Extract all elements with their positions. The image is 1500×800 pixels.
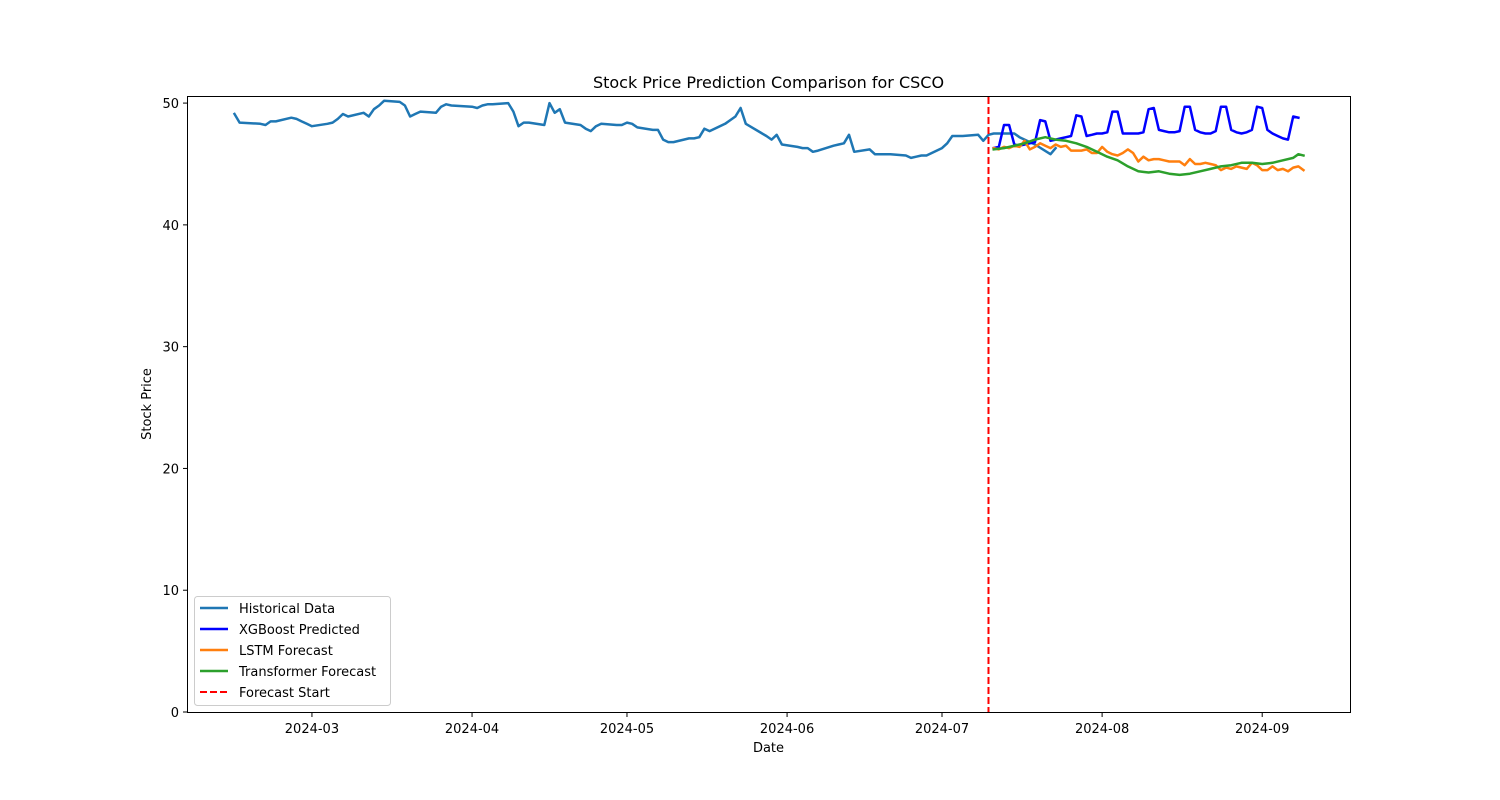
x-tick-label: 2024-08 bbox=[1075, 722, 1129, 737]
legend-label: Forecast Start bbox=[239, 686, 330, 701]
legend-label: Transformer Forecast bbox=[238, 665, 376, 680]
plot-frame bbox=[187, 96, 1351, 713]
plot-lines bbox=[232, 99, 1306, 177]
chart-title: Stock Price Prediction Comparison for CS… bbox=[593, 73, 944, 92]
legend-frame bbox=[194, 596, 391, 706]
legend-label: LSTM Forecast bbox=[239, 644, 333, 659]
legend: Historical Data XGBoost Predicted LSTM For… bbox=[194, 596, 391, 706]
y-tick-label: 30 bbox=[162, 341, 179, 356]
x-tick-label: 2024-07 bbox=[915, 722, 969, 737]
x-axis: 2024-03 2024-04 2024-05 2024-06 2024-07 2024-… bbox=[285, 712, 1289, 737]
x-tick-label: 2024-09 bbox=[1235, 722, 1289, 737]
y-axis: 0 10 20 30 40 50 bbox=[162, 97, 188, 721]
x-tick-label: 2024-04 bbox=[445, 722, 499, 737]
y-tick-label: 20 bbox=[162, 462, 179, 477]
x-tick-label: 2024-03 bbox=[285, 722, 339, 737]
legend-label: Historical Data bbox=[239, 602, 335, 617]
y-axis-title: Stock Price bbox=[140, 368, 155, 440]
series-line-historical-data bbox=[232, 99, 1058, 160]
y-tick-label: 50 bbox=[162, 97, 179, 112]
y-tick-label: 40 bbox=[162, 219, 179, 234]
y-tick-label: 0 bbox=[171, 706, 179, 721]
x-tick-label: 2024-05 bbox=[600, 722, 654, 737]
x-tick-label: 2024-06 bbox=[760, 722, 814, 737]
x-axis-title: Date bbox=[753, 741, 784, 756]
y-tick-label: 10 bbox=[162, 584, 179, 599]
legend-label: XGBoost Predicted bbox=[239, 623, 360, 638]
series-line-xgboost-predicted bbox=[992, 105, 1300, 150]
series-line-transformer-forecast bbox=[992, 135, 1306, 177]
